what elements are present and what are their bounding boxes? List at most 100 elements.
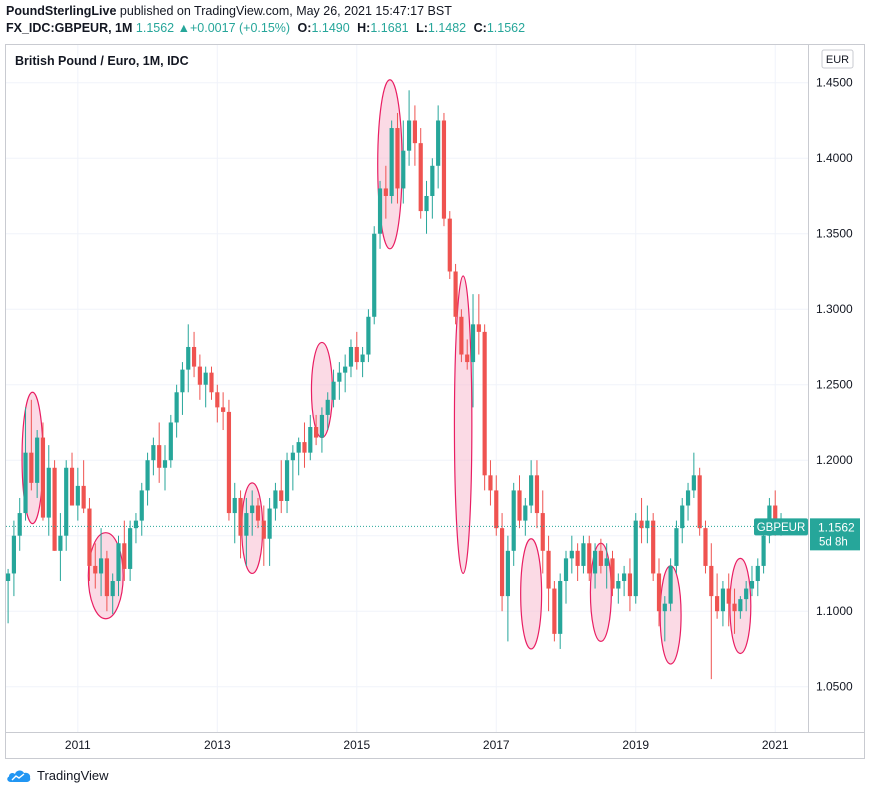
price-tick-label: 1.1000: [816, 604, 853, 618]
candle-body: [23, 452, 28, 514]
tradingview-footer[interactable]: TradingView: [6, 768, 109, 783]
candle-body: [29, 452, 34, 483]
candle-body: [174, 392, 179, 423]
candle-body: [215, 392, 220, 408]
symbol-label: FX_IDC:GBPEUR, 1M: [6, 21, 133, 35]
candle-body: [558, 581, 563, 634]
candle-body: [470, 324, 476, 363]
candle-body: [145, 460, 150, 491]
price-axis[interactable]: 1.4500 1.4000 1.3500 1.3000 1.2500 1.2000 1.15…: [816, 76, 853, 694]
price-tick-label: 1.4000: [816, 151, 853, 165]
time-tick-label: 2011: [65, 738, 91, 752]
candle-body: [377, 188, 383, 234]
candle-body: [651, 520, 656, 574]
candle-body: [81, 485, 86, 509]
low-value: 1.1482: [427, 21, 467, 35]
candlestick-chart[interactable]: 1.4500 1.4000 1.3500 1.3000 1.2500 1.2000 1.15…: [6, 45, 864, 758]
candle-body: [221, 407, 226, 412]
candle-body: [569, 550, 574, 559]
chart-title: British Pound / Euro, 1M, IDC: [15, 54, 189, 68]
low-label: L:: [416, 21, 428, 35]
candle-body: [17, 513, 22, 536]
publisher-name[interactable]: PoundSterlingLive: [6, 4, 117, 18]
candle-body: [343, 366, 348, 373]
candle-body: [749, 581, 755, 589]
candle-body: [366, 316, 371, 355]
candle-body: [523, 505, 528, 521]
candle-body: [662, 603, 667, 612]
candle-body: [308, 427, 313, 453]
last-price: 1.1562: [135, 21, 175, 35]
candle-body: [517, 490, 522, 521]
candle-body: [726, 588, 731, 604]
candle-body: [284, 460, 290, 501]
time-tick-label: 2013: [204, 738, 231, 752]
candle-body: [424, 195, 429, 212]
close-value: 1.1562: [486, 21, 526, 35]
candle-body: [738, 599, 743, 612]
price-tick-label: 1.4500: [816, 76, 853, 90]
candle-body: [715, 596, 720, 612]
candle-body: [773, 505, 778, 529]
candle-body: [534, 475, 540, 514]
candle-body: [162, 460, 168, 468]
time-tick-label: 2017: [483, 738, 510, 752]
candle-body: [505, 550, 510, 597]
candle-body: [720, 588, 726, 612]
candle-body: [302, 442, 307, 453]
candle-body: [267, 508, 272, 539]
candle-body: [395, 128, 400, 189]
candle-body: [691, 475, 696, 491]
candle-body: [69, 467, 75, 506]
candle-body: [476, 324, 481, 332]
candle-body: [598, 550, 603, 566]
candle-body: [180, 369, 185, 393]
candle-body: [407, 120, 412, 151]
candle-body: [744, 588, 749, 600]
candle-body: [732, 603, 737, 612]
price-tick-label: 1.2500: [816, 378, 853, 392]
candle-body: [465, 354, 470, 363]
candle-body: [389, 128, 394, 196]
open-value: 1.1490: [311, 21, 350, 35]
candle-body: [383, 188, 388, 196]
candles-layer: [6, 90, 784, 680]
candle-body: [273, 490, 278, 509]
close-label: C:: [473, 21, 487, 35]
change-value: +0.0017 (+0.15%): [189, 21, 291, 35]
candle-body: [494, 490, 499, 529]
candle-body: [430, 165, 435, 196]
candle-body: [656, 573, 662, 612]
candle-body: [133, 520, 139, 529]
candle-body: [6, 573, 11, 582]
time-tick-label: 2021: [762, 738, 789, 752]
highlight-ellipse: [520, 538, 543, 650]
candle-body: [436, 120, 441, 166]
chart-frame: 1.4500 1.4000 1.3500 1.3000 1.2500 1.2000 1.15…: [5, 44, 865, 759]
candle-body: [296, 442, 301, 453]
candle-body: [261, 520, 266, 539]
grid-lines: [6, 45, 808, 732]
candle-body: [668, 565, 673, 604]
candle-body: [627, 573, 633, 597]
candle-body: [360, 354, 365, 363]
candle-body: [482, 331, 487, 476]
candle-body: [157, 445, 162, 468]
candle-body: [581, 543, 586, 566]
time-axis[interactable]: 2011 2013 2015 2017 2019 2021: [65, 738, 789, 752]
price-tick-label: 1.3000: [816, 302, 853, 316]
candle-body: [244, 513, 249, 536]
candle-body: [52, 467, 57, 551]
candle-body: [592, 550, 598, 574]
price-tick-label: 1.0500: [816, 680, 853, 694]
candle-body: [319, 414, 325, 438]
publish-info: published on TradingView.com, May 26, 20…: [119, 4, 452, 18]
tradingview-brand: TradingView: [37, 768, 109, 783]
currency-badge[interactable]: [821, 49, 854, 69]
candle-body: [203, 372, 208, 385]
candle-body: [104, 558, 109, 597]
candle-body: [232, 497, 237, 514]
price-axis-tag: [810, 518, 860, 551]
candle-body: [128, 528, 133, 569]
candle-body: [197, 366, 202, 385]
